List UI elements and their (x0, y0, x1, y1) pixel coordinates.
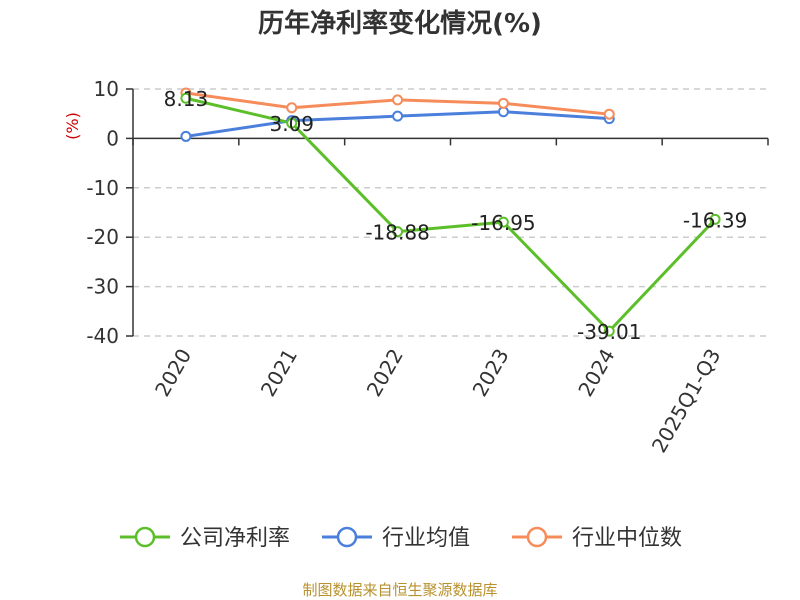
data-point-0-1 (286, 117, 298, 129)
legend-label: 行业中位数 (572, 526, 682, 551)
x-tick-label: 2022 (362, 345, 408, 401)
data-label: -16.95 (471, 211, 535, 235)
series-line-0 (185, 96, 717, 333)
x-tick-label: 2024 (573, 345, 619, 401)
x-tick-label: 2025Q1-Q3 (647, 345, 726, 457)
legend-item-0[interactable]: 公司净利率 (120, 526, 290, 551)
y-tick-label: 10 (94, 77, 119, 101)
data-label: -16.39 (683, 208, 747, 232)
legend-label: 行业均值 (382, 526, 470, 551)
series-points (180, 87, 721, 337)
data-label: 3.09 (269, 112, 314, 136)
grid-lines: 10 0 -10 -20 -30 -40 (86, 77, 768, 348)
legend-marker (526, 526, 548, 548)
data-point-2-4 (603, 108, 615, 120)
series-lines (185, 91, 717, 333)
x-tick-label: 2021 (256, 345, 302, 401)
legend-item-1[interactable]: 行业均值 (322, 526, 470, 551)
data-label: -18.88 (365, 221, 429, 245)
y-axis-unit: (%) (63, 112, 82, 140)
data-label: -39.01 (577, 320, 641, 344)
data-label: 8.13 (164, 87, 209, 111)
y-tick-label: 0 (106, 126, 119, 150)
x-tick-label: 2020 (150, 345, 196, 401)
chart-title: 历年净利率变化情况(%) (258, 8, 542, 39)
data-point-0-3 (497, 216, 509, 228)
data-point-2-1 (286, 102, 298, 114)
y-tick-label: -30 (86, 275, 119, 299)
y-tick-label: -20 (86, 225, 119, 249)
legend-marker (134, 526, 156, 548)
data-point-2-3 (497, 97, 509, 109)
data-source-note: 制图数据来自恒生聚源数据库 (302, 581, 497, 599)
data-point-0-5 (709, 213, 721, 225)
data-labels: 8.13 3.09 -18.88 -16.95 -39.01 -16.39 (164, 87, 748, 344)
y-tick-label: -10 (86, 176, 119, 200)
data-point-0-2 (392, 226, 404, 238)
legend-item-2[interactable]: 行业中位数 (512, 526, 682, 551)
x-tick-label: 2023 (468, 344, 514, 400)
y-tick-label: -40 (86, 324, 119, 348)
axes: 2020 2021 2022 2023 2024 2025Q1-Q3 (126, 88, 769, 457)
data-point-1-0 (180, 130, 192, 142)
legend[interactable]: 公司净利率 行业均值 行业中位数 (120, 526, 682, 551)
data-point-0-0 (180, 92, 192, 104)
data-point-1-2 (392, 110, 404, 122)
data-point-0-4 (603, 325, 615, 337)
data-point-2-2 (392, 94, 404, 106)
legend-marker (336, 526, 358, 548)
legend-label: 公司净利率 (180, 526, 290, 551)
